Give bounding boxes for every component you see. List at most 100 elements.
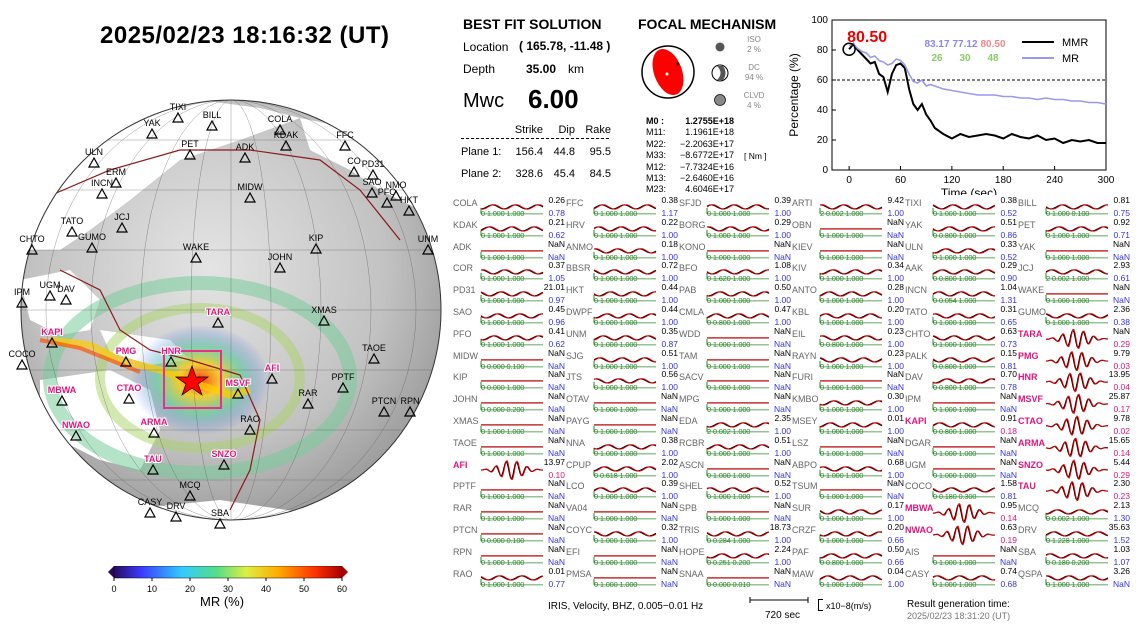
trace-amplitude: 2.93: [1113, 260, 1130, 271]
waveform-plot: [819, 204, 883, 215]
station-label: YAK: [143, 118, 160, 128]
station-pptf: PPTF: [331, 372, 355, 393]
waveform-plot: [932, 356, 996, 367]
station-label: TAOE: [362, 343, 386, 353]
station-drv: DRV: [167, 501, 185, 522]
trace-ratio: NaN: [660, 513, 678, 524]
waveform-plot: [593, 576, 656, 585]
plane2-label: Plane 2:: [461, 168, 502, 180]
trace-station: SUR: [792, 503, 812, 514]
tensor-value: 4.6046E+17: [685, 184, 734, 195]
trace-ratio: 1.00: [774, 229, 791, 240]
iso-label: ISO: [747, 35, 761, 44]
trace-kono: KONO NaN NaN 0 1.000 1.000: [679, 239, 791, 263]
trace-ratio: 1.00: [661, 295, 678, 306]
trace-ratio: NaN: [547, 513, 565, 524]
station-mcq: MCQ: [180, 480, 201, 501]
trace-station: KIV: [792, 263, 807, 274]
station-label: JCJ: [114, 212, 130, 222]
trace-amplitude: NaN: [999, 391, 1017, 402]
trace-casy: CASY 0.74 0.68 0 1.000 1.000: [905, 566, 1017, 590]
y-tick-label: 20: [817, 135, 829, 146]
station-tara: TARA: [205, 306, 232, 328]
trace-ratio: 0.29: [1113, 469, 1130, 480]
trace-station: TARA: [1018, 328, 1043, 339]
legend-label: MMR: [1062, 37, 1088, 49]
trace-amplitude: NaN: [660, 543, 678, 554]
trace-pptf: PPTF NaN NaN 0 1.000 1.000: [453, 478, 565, 502]
station-label: TARA: [206, 307, 231, 317]
trace-ratio: 0.04: [1113, 382, 1130, 393]
station-label: PMG: [116, 346, 137, 356]
trace-ratio: 1.00: [661, 469, 678, 480]
trace-station: SACV: [679, 372, 704, 383]
trace-hrv: HRV 0.22 1.00 0 1.000 1.000: [566, 217, 678, 241]
station-label: BILL: [203, 110, 222, 120]
y-tick-label: 0: [822, 165, 828, 176]
amplitude-units: x10−8(m/s): [826, 601, 872, 611]
trace-adk: ADK NaN NaN 0 1.000 1.000: [453, 239, 565, 263]
waveform-plot: [1045, 415, 1109, 437]
trace-amplitude: 0.01: [548, 565, 565, 576]
trace-dwpf: DWPF 0.44 1.00 0 1.000 1.000: [566, 304, 678, 328]
trace-amplitude: 2.36: [1113, 304, 1130, 314]
trace-amplitude: 35.63: [1108, 522, 1130, 532]
station-label: SAO: [362, 177, 381, 187]
trace-station: JOHN: [453, 394, 478, 405]
trace-station: INCN: [905, 285, 927, 296]
trace-unm: UNM 0.35 0.87 0 1.000 1.000: [566, 326, 678, 350]
trace-station: PPTF: [453, 481, 477, 492]
waveform-plot: [706, 249, 769, 258]
colorbar-tick: 20: [185, 584, 195, 594]
trace-kdak: KDAK 0.21 0.62 0 1.000 1.000: [453, 217, 565, 241]
trace-station: PD31: [453, 285, 476, 296]
trace-amplitude: 2.35: [774, 413, 791, 423]
trace-ratio: NaN: [999, 556, 1017, 567]
trace-station: KIP: [453, 372, 468, 383]
trace-aak: AAK 0.29 0.90 0 0.800 1.000: [905, 260, 1017, 284]
trace-station: VA04: [566, 503, 588, 514]
station-uln: ULN: [85, 147, 103, 168]
station-nwao: NWAO: [61, 419, 91, 441]
trace-station: MPG: [679, 394, 700, 405]
station-wake: WAKE: [183, 242, 209, 263]
trace-sacv: SACV NaN NaN 0 1.000 1.000: [679, 369, 791, 393]
trace-drv: DRV 35.63 1.52 0 1.228 1.000: [1018, 522, 1130, 546]
trace-station: PALK: [905, 350, 928, 361]
station-rpn: RPN: [400, 396, 420, 417]
trace-ratio: NaN: [660, 556, 678, 567]
trace-john: JOHN NaN NaN 0 0.000 0.200: [453, 391, 565, 415]
mr-colorbar: 0 10 20 30 40 50 60: [108, 566, 348, 594]
waveform-plot: [480, 291, 544, 302]
trace-coco: COCO 1.58 0.81 0 0.180 0.300: [905, 478, 1017, 502]
waveform-plot: [706, 269, 770, 280]
waveform-plot: [706, 225, 770, 237]
trace-rar: RAR NaN NaN 0 1.000 1.000: [453, 500, 565, 524]
station-label: KAPI: [41, 327, 63, 337]
trace-station: DAV: [905, 372, 923, 383]
tensor-key: M13:: [646, 173, 667, 184]
window-time-value: 48: [987, 53, 999, 64]
trace-ratio: 1.00: [661, 273, 678, 284]
trace-ratio: 0.62: [548, 229, 565, 240]
trace-incn: INCN 1.04 1.31 0 0.054 1.000: [905, 282, 1017, 306]
trace-amplitude: 0.81: [1113, 195, 1130, 205]
trace-sba: SBA 1.03 1.07 0 0.180 0.200: [1018, 544, 1130, 568]
trace-spb: SPB NaN NaN 0 1.000 1.000: [679, 500, 791, 524]
trace-amplitude: 2.13: [1113, 500, 1130, 511]
trace-station: LSZ: [792, 437, 809, 448]
trace-ratio: 0.73: [1000, 338, 1017, 349]
trace-station: TATO: [905, 307, 928, 317]
tensor-value: 1.1961E+18: [685, 127, 734, 138]
trace-ratio: 1.00: [774, 447, 791, 458]
tensor-value: −2.6460E+16: [679, 173, 734, 184]
station-arma: ARMA: [140, 416, 169, 438]
trace-station: PMSA: [566, 568, 592, 579]
trace-ratio: 0.77: [548, 578, 565, 589]
trace-amplitude: 0.51: [1000, 216, 1017, 227]
trace-ratio: 1.00: [887, 426, 904, 436]
station-label: HKT: [400, 195, 419, 205]
trace-otav: OTAV NaN NaN 0 1.000 1.000: [566, 391, 678, 415]
waveform-plot: [706, 511, 769, 520]
trace-yak: YAK NaN NaN 0 1.000 1.000: [1018, 239, 1130, 263]
